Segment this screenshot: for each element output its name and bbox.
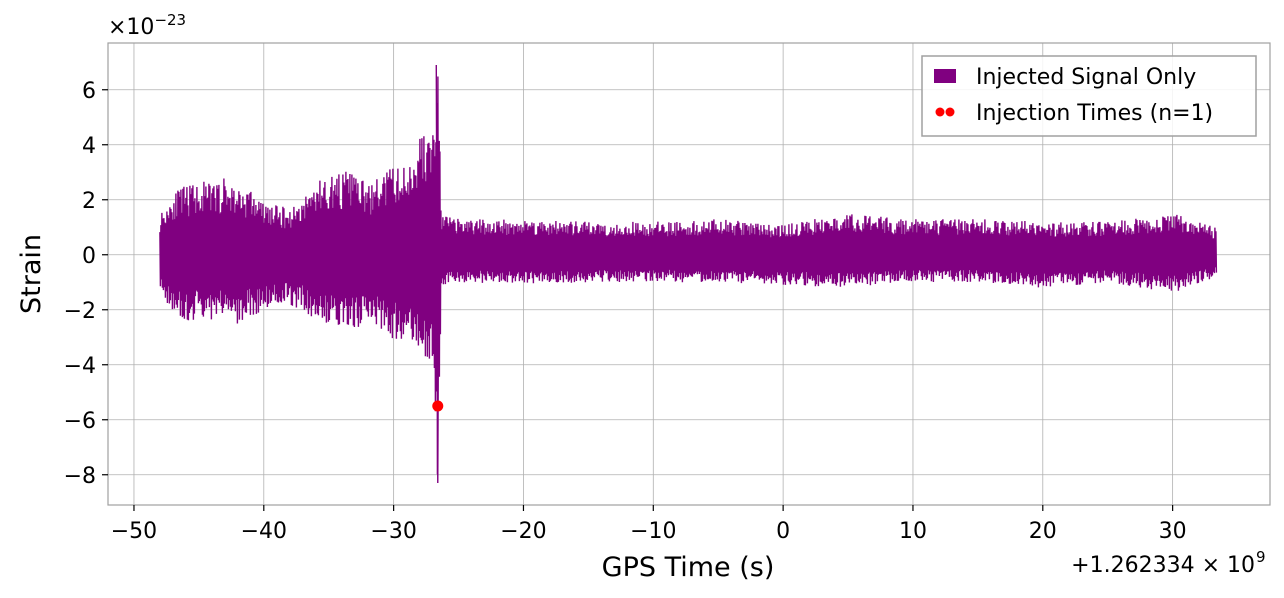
legend-label-signal: Injected Signal Only: [976, 65, 1196, 90]
y-tick-label: 0: [82, 244, 96, 269]
x-tick-label: 0: [776, 519, 790, 544]
signal-line: [159, 64, 1218, 484]
y-multiplier-label: ×10−23: [108, 11, 186, 40]
x-tick-label: −10: [630, 519, 676, 544]
y-tick-label: −2: [64, 299, 96, 324]
y-tick-label: −8: [64, 464, 96, 489]
y-tick-label: 2: [82, 189, 96, 214]
x-offset-exponent: 9: [1256, 548, 1266, 566]
y-tick-label: 6: [82, 79, 96, 104]
y-tick-label: −4: [64, 354, 96, 379]
x-axis-label: GPS Time (s): [602, 552, 775, 583]
x-tick-label: −40: [241, 519, 287, 544]
y-axis-label: Strain: [16, 234, 47, 314]
x-tick-label: 30: [1159, 519, 1187, 544]
legend-box: [921, 55, 1257, 137]
x-tick-label: −30: [370, 519, 416, 544]
plot-frame: [107, 42, 1271, 506]
y-tick-label: 4: [82, 134, 96, 159]
legend-label-injection: Injection Times (n=1): [976, 101, 1213, 126]
x-tick-label: 10: [899, 519, 927, 544]
legend-marker-injection: [935, 107, 945, 117]
signal-series: [159, 64, 1218, 484]
x-tick-label: −20: [500, 519, 546, 544]
legend-marker-injection: [945, 107, 955, 117]
legend: Injected Signal Only Injection Times (n=…: [921, 55, 1257, 137]
injection-markers: [432, 400, 444, 412]
x-tick-label: −50: [111, 519, 157, 544]
legend-swatch-signal: [934, 69, 956, 83]
x-axis-ticks: −50 −40 −30 −20 −10 0 10 20 30: [111, 505, 1187, 544]
y-axis-ticks: −8 −6 −4 −2 0 2 4 6: [64, 79, 108, 489]
injection-point: [432, 400, 444, 412]
x-tick-label: 20: [1029, 519, 1057, 544]
x-offset-label: +1.262334 × 10: [1071, 553, 1255, 578]
y-tick-label: −6: [64, 409, 96, 434]
